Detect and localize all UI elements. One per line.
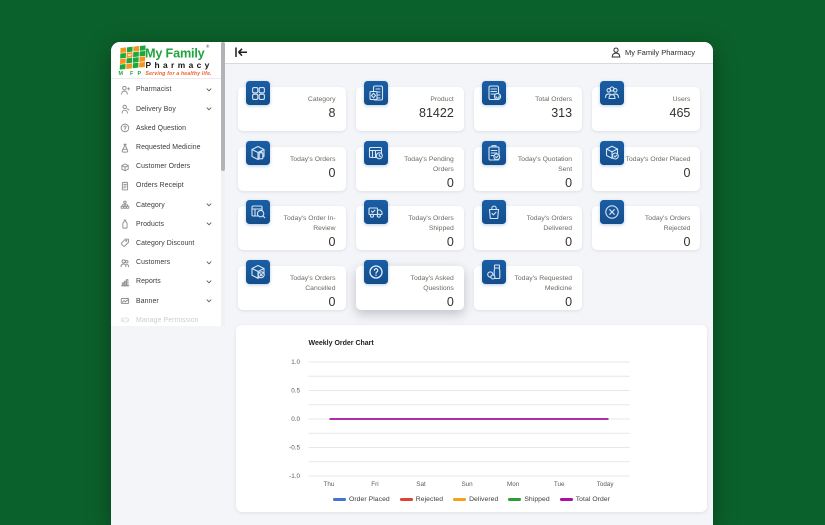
svg-text:Thu: Thu <box>323 481 334 488</box>
svg-text:®: ® <box>206 43 210 49</box>
svg-text:-1.0: -1.0 <box>289 473 300 480</box>
svg-text:Sat: Sat <box>416 481 426 488</box>
svg-text:Serving for a healthy life.: Serving for a healthy life. <box>146 71 212 77</box>
svg-text:Today: Today <box>597 481 615 488</box>
svg-text:Tue: Tue <box>554 481 565 488</box>
svg-text:My Family: My Family <box>145 47 205 61</box>
svg-text:M: M <box>119 71 124 77</box>
svg-text:-0.5: -0.5 <box>289 445 300 452</box>
svg-text:Mon: Mon <box>507 481 520 488</box>
svg-text:0.0: 0.0 <box>291 416 300 423</box>
svg-text:P: P <box>138 71 142 77</box>
svg-text:0.5: 0.5 <box>291 388 300 395</box>
svg-text:Sun: Sun <box>461 481 473 488</box>
svg-text:F: F <box>130 71 134 77</box>
svg-text:Fri: Fri <box>371 481 378 488</box>
svg-text:1.0: 1.0 <box>291 359 300 366</box>
svg-text:Pharmacy: Pharmacy <box>146 60 213 70</box>
